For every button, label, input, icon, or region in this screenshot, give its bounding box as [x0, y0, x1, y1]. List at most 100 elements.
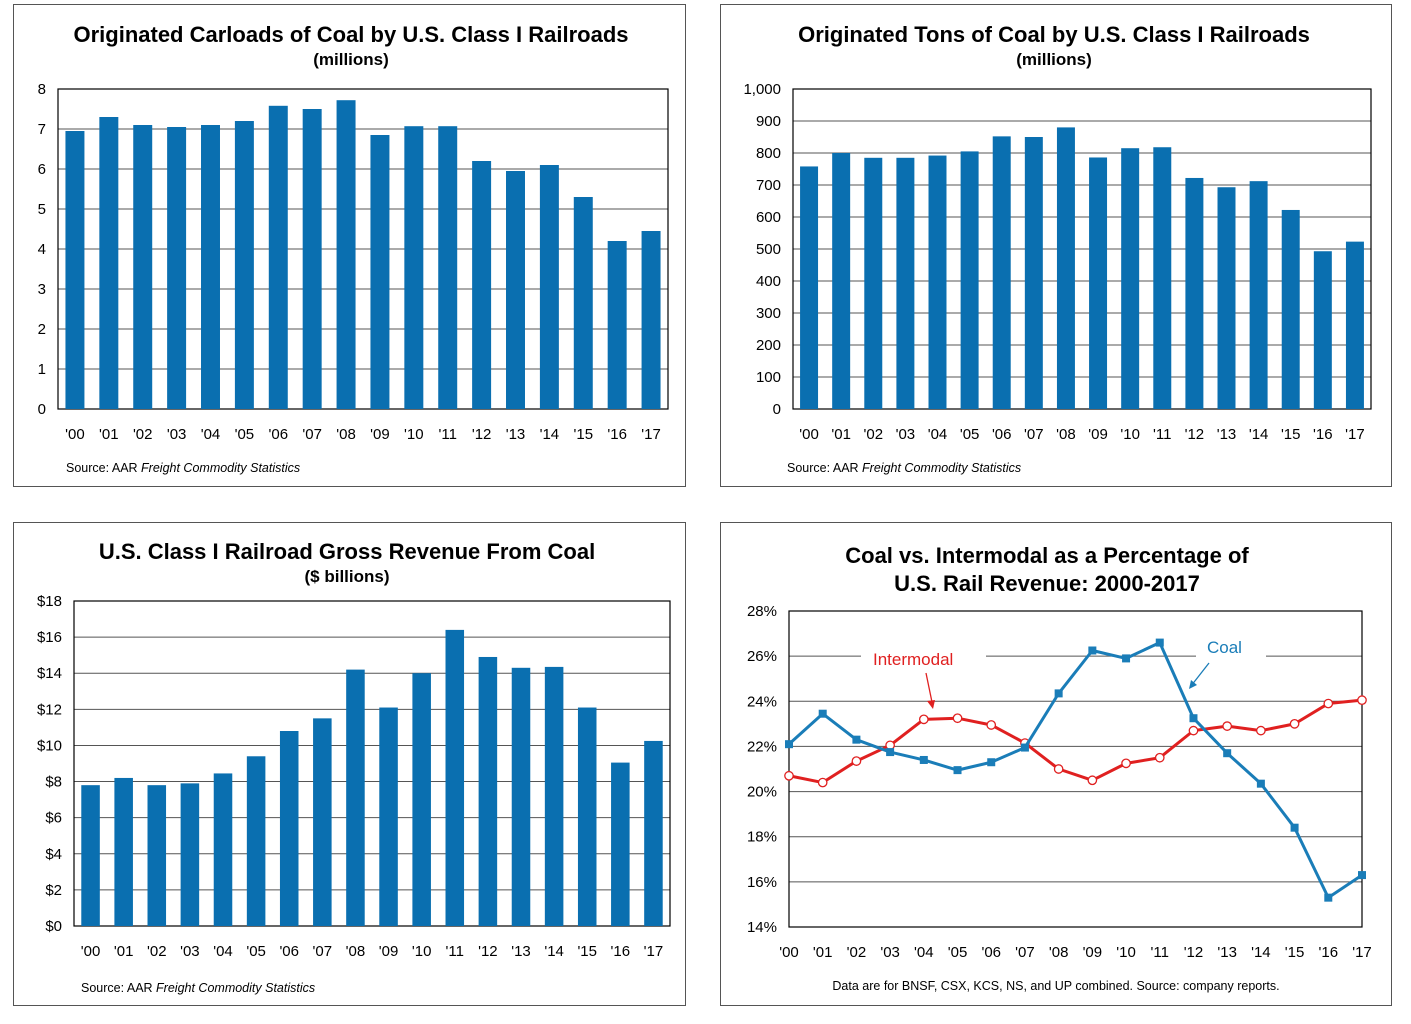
- revenue-ytick-label: $14: [37, 665, 62, 682]
- tons-bar: [1345, 241, 1364, 409]
- carloads-bar: [641, 231, 661, 409]
- tons-bar: [1089, 157, 1108, 409]
- revenue-ytick-label: $0: [45, 918, 62, 935]
- carloads-bar: [201, 125, 220, 409]
- carloads-bar: [438, 126, 458, 409]
- carloads-xtick-label: '01: [99, 426, 119, 443]
- revenue-source-prefix: Source: AAR: [81, 981, 156, 995]
- percentage-xtick-label: '13: [1217, 944, 1237, 961]
- tons-ytick-label: 1,000: [743, 81, 781, 98]
- coal-point: [919, 755, 928, 764]
- revenue-bar: [379, 707, 398, 926]
- intermodal-label-bg: [861, 645, 986, 671]
- carloads-ytick-label: 4: [38, 241, 46, 258]
- revenue-xtick-label: '10: [412, 943, 432, 960]
- revenue-bar: [114, 777, 133, 926]
- revenue-ytick-label: $6: [45, 810, 62, 827]
- tons-xtick-label: '14: [1249, 426, 1269, 443]
- percentage-xtick-label: '07: [1015, 944, 1035, 961]
- percentage-ytick-label: 18%: [747, 829, 777, 846]
- tons-bar: [832, 153, 851, 409]
- revenue-bar: [511, 667, 531, 926]
- revenue-bar: [478, 656, 498, 926]
- tons-ytick-label: 800: [756, 145, 781, 162]
- intermodal-point: [1053, 764, 1064, 774]
- tons-bar: [1056, 127, 1075, 410]
- revenue-bar: [544, 666, 564, 926]
- revenue-ytick-label: $10: [37, 737, 62, 754]
- carloads-ytick-label: 6: [38, 161, 46, 178]
- percentage-source: Data are for BNSF, CSX, KCS, NS, and UP …: [832, 979, 1279, 993]
- carloads-title: Originated Carloads of Coal by U.S. Clas…: [73, 22, 628, 47]
- tons-subtitle: (millions): [1016, 50, 1092, 69]
- percentage-title-line2: U.S. Rail Revenue: 2000-2017: [894, 571, 1200, 596]
- tons-xtick-label: '01: [831, 426, 851, 443]
- revenue-xtick-label: '12: [478, 943, 498, 960]
- coal-legend-label: Coal: [1207, 638, 1242, 657]
- tons-ytick-label: 700: [756, 177, 781, 194]
- tons-ytick-label: 400: [756, 273, 781, 290]
- revenue-ytick-label: $12: [37, 701, 62, 718]
- revenue-ytick-label: $8: [45, 774, 62, 791]
- percentage-xtick-label: '15: [1285, 944, 1305, 961]
- revenue-bar: [246, 756, 266, 926]
- percentage-xtick-label: '16: [1319, 944, 1339, 961]
- tons-chart: 0 100 200 300 400 500 600 700 800 900 1,000 '00 '01 '…: [743, 22, 1372, 475]
- percentage-xtick-label: '14: [1251, 944, 1271, 961]
- tons-ytick-label: 600: [756, 209, 781, 226]
- tons-bar: [864, 157, 883, 409]
- percentage-xtick-label: '03: [880, 944, 900, 961]
- revenue-xtick-label: '09: [379, 943, 399, 960]
- carloads-bar: [167, 127, 187, 409]
- carloads-source-title: Freight Commodity Statistics: [141, 461, 300, 475]
- percentage-plot-frame: [788, 610, 1363, 928]
- intermodal-point: [952, 713, 963, 724]
- tons-bar: [800, 166, 819, 409]
- tons-xtick-label: '15: [1281, 426, 1301, 443]
- revenue-bar: [445, 629, 465, 926]
- carloads-xtick-label: '17: [641, 426, 661, 443]
- revenue-title: U.S. Class I Railroad Gross Revenue From…: [99, 539, 595, 564]
- carloads-bar: [370, 135, 390, 409]
- tons-bar: [1281, 209, 1300, 409]
- tons-xtick-label: '06: [992, 426, 1012, 443]
- tons-title: Originated Tons of Coal by U.S. Class I …: [798, 22, 1310, 47]
- carloads-xtick-label: '12: [472, 426, 492, 443]
- coal-point: [1122, 654, 1131, 663]
- percentage-xtick-label: '06: [981, 944, 1001, 961]
- carloads-xtick-label: '02: [133, 426, 153, 443]
- revenue-bar: [180, 783, 200, 926]
- coal-point: [785, 740, 793, 749]
- tons-bar: [896, 157, 915, 409]
- revenue-chart: $0 $2 $4 $6 $8 $10 $12 $14 $16 $18 '00 '01 '02 '03 '04…: [37, 539, 671, 995]
- coal-point: [1020, 743, 1029, 752]
- carloads-xtick-label: '16: [607, 426, 627, 443]
- revenue-bar: [644, 740, 663, 926]
- revenue-bar: [346, 669, 365, 926]
- percentage-chart-panel: 14% 16% 18% 20% 22% 24% 26% 28% '00 '01 '02 '03 '04 '…: [720, 522, 1392, 1006]
- percentage-xtick-label: '05: [948, 944, 968, 961]
- percentage-ytick-label: 26%: [747, 648, 777, 665]
- intermodal-point: [1154, 752, 1165, 763]
- carloads-xtick-label: '04: [201, 426, 221, 443]
- percentage-xtick-label: '02: [847, 944, 867, 961]
- percentage-ytick-label: 20%: [747, 784, 777, 801]
- percentage-xtick-label: '09: [1083, 944, 1103, 961]
- revenue-bar: [412, 673, 431, 926]
- revenue-xtick-label: '04: [213, 943, 233, 960]
- revenue-source: Source: AAR Freight Commodity Statistics: [81, 981, 315, 995]
- percentage-ytick-label: 16%: [747, 874, 777, 891]
- carloads-bar: [607, 241, 627, 409]
- revenue-bar: [279, 731, 299, 926]
- tons-bar: [1121, 148, 1140, 409]
- revenue-xtick-label: '08: [346, 943, 366, 960]
- carloads-xtick-label: '15: [573, 426, 593, 443]
- intermodal-point: [1087, 775, 1098, 786]
- revenue-ytick-label: $2: [45, 882, 62, 899]
- carloads-source: Source: AAR Freight Commodity Statistics: [66, 461, 300, 475]
- revenue-xtick-label: '05: [246, 943, 266, 960]
- tons-xtick-label: '10: [1120, 426, 1140, 443]
- revenue-bar: [611, 762, 630, 926]
- carloads-bar: [573, 197, 593, 409]
- carloads-xtick-label: '13: [506, 426, 526, 443]
